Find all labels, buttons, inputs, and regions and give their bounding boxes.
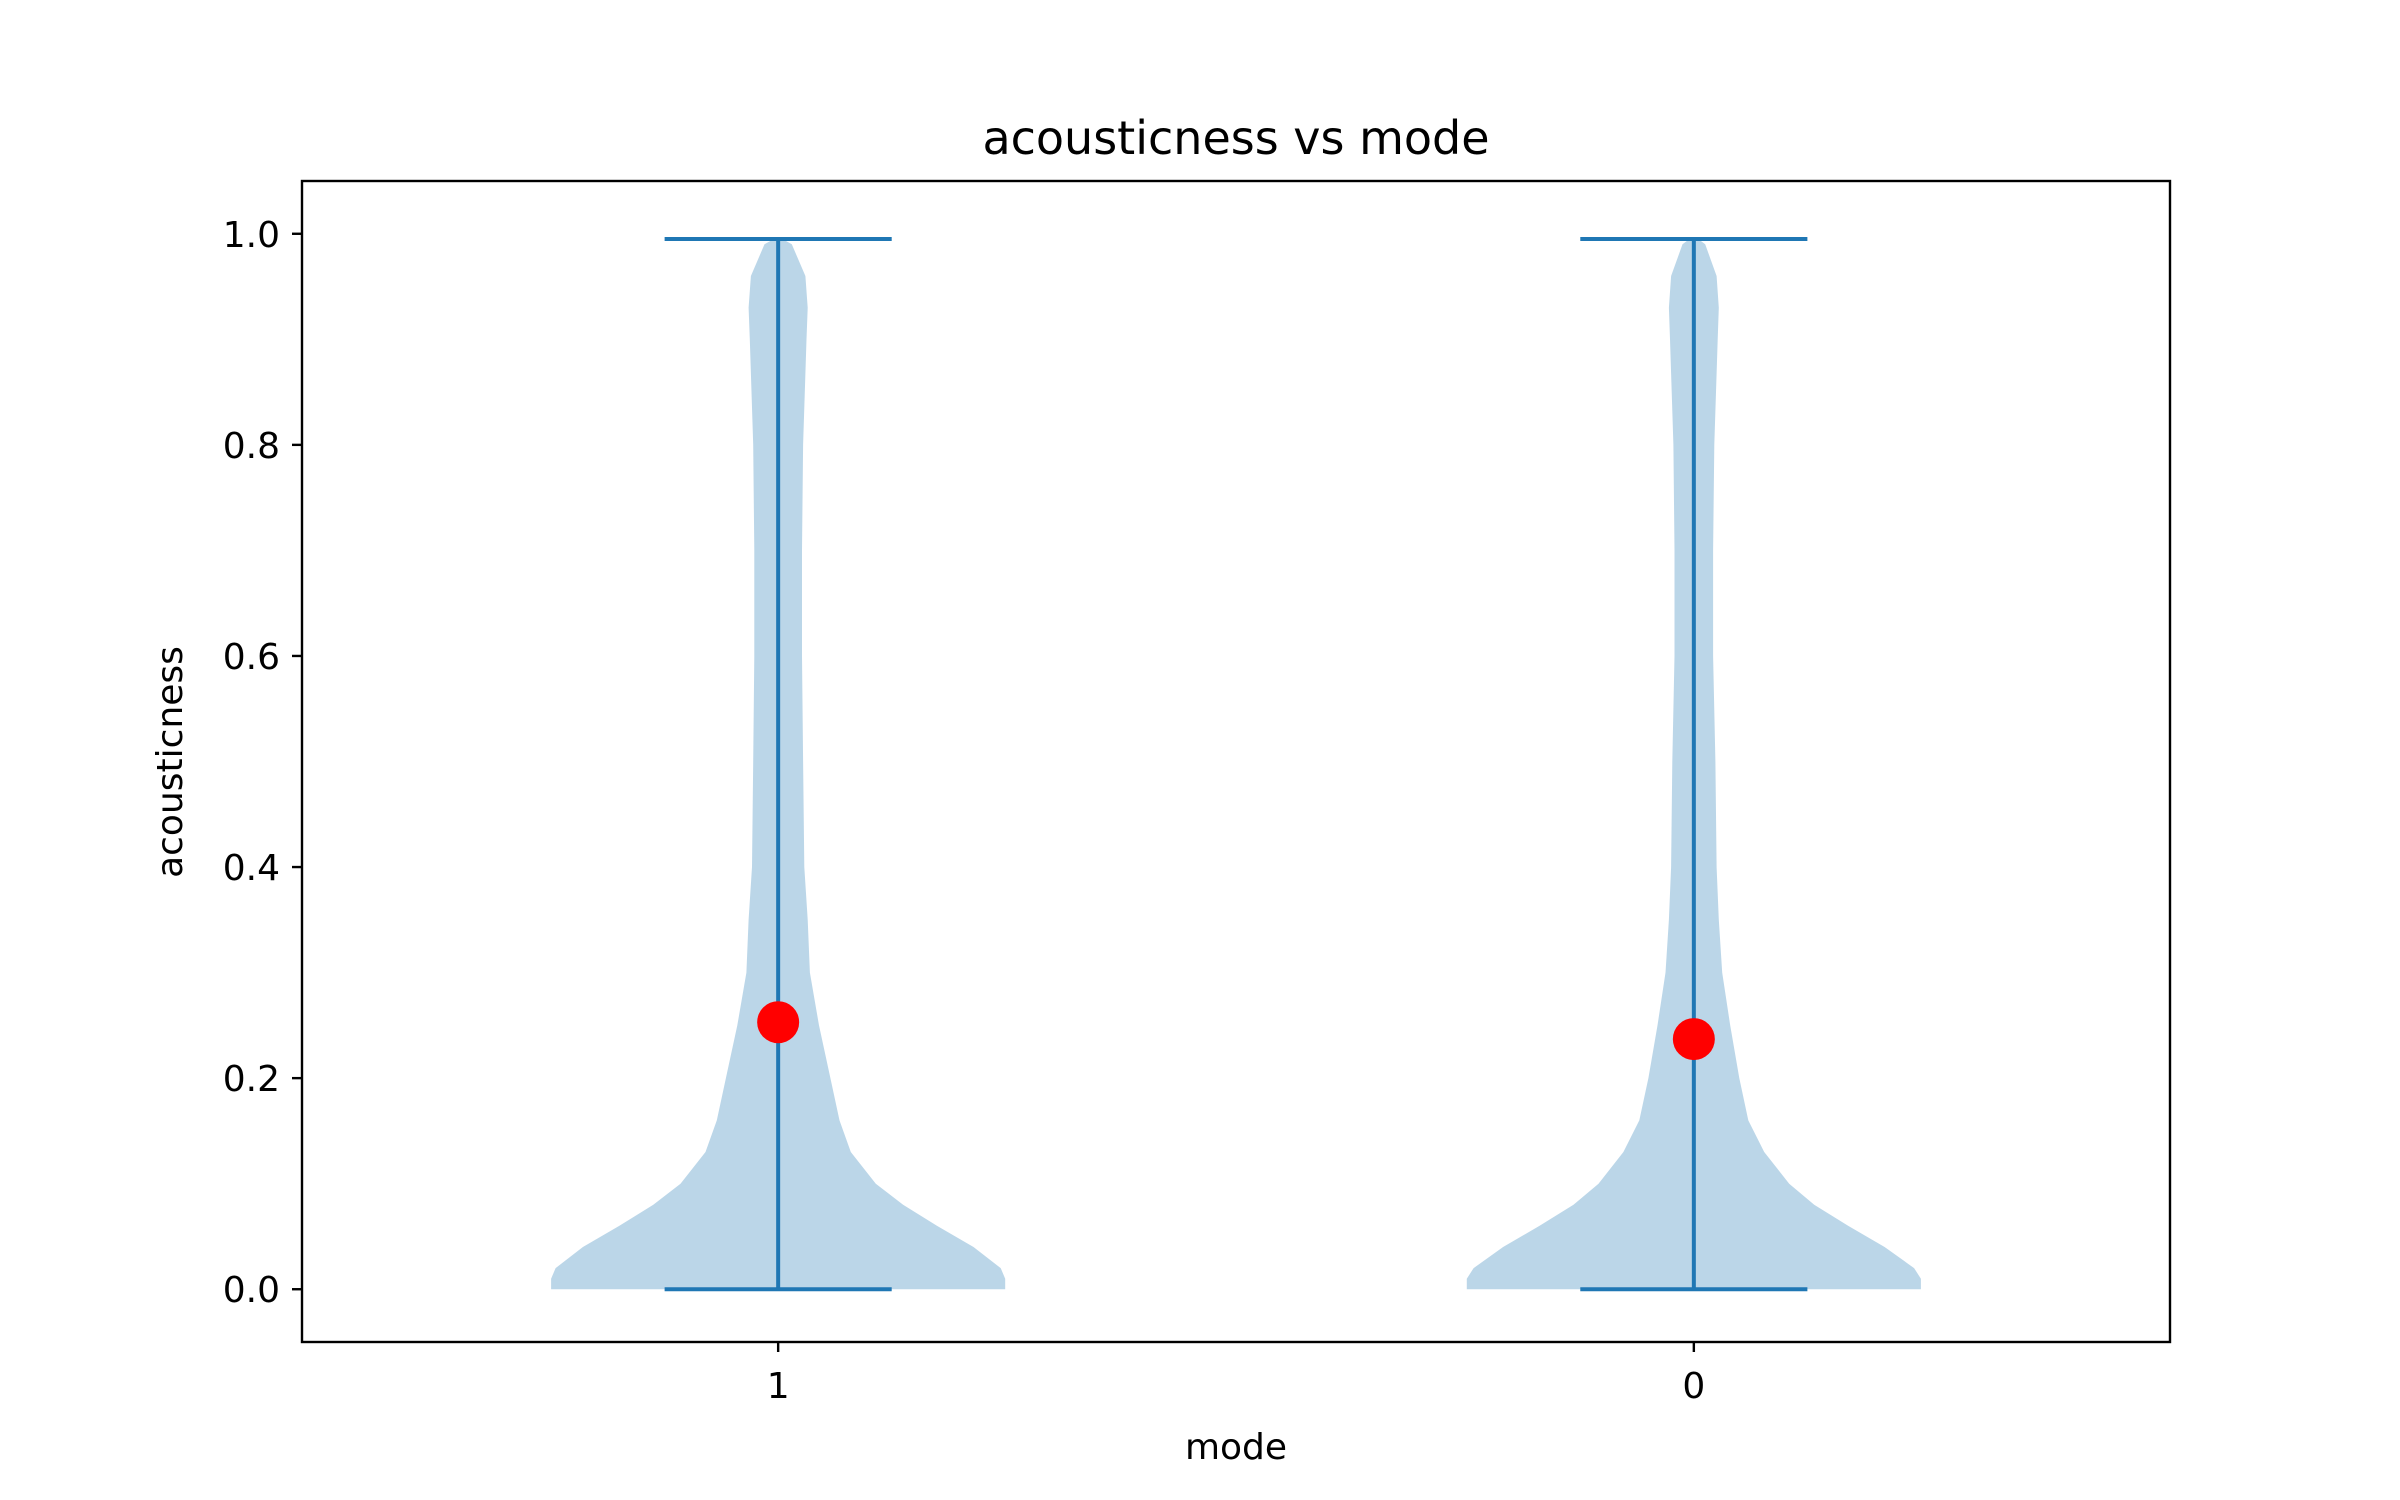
y-tick-label: 0.2: [223, 1059, 280, 1100]
y-tick-label: 0.4: [223, 848, 280, 889]
y-tick-label: 1.0: [223, 215, 280, 256]
x-tick-label: 1: [767, 1366, 790, 1407]
y-tick-label: 0.8: [223, 426, 280, 467]
mean-marker-0: [1672, 1018, 1715, 1061]
x-tick-label: 0: [1682, 1366, 1705, 1407]
axes-frame: [300, 179, 2172, 1344]
y-tick-label: 0.6: [223, 637, 280, 678]
plot-area: [551, 237, 1921, 1292]
x-axis-label: mode: [1185, 1427, 1287, 1468]
mean-marker-1: [757, 1001, 800, 1044]
chart-title: acousticness vs mode: [982, 111, 1489, 165]
y-axis-label: acousticness: [150, 646, 191, 878]
y-axis: 0.0 0.2 0.4 0.6 0.8 1.0: [223, 215, 302, 1311]
y-tick-label: 0.0: [223, 1270, 280, 1311]
